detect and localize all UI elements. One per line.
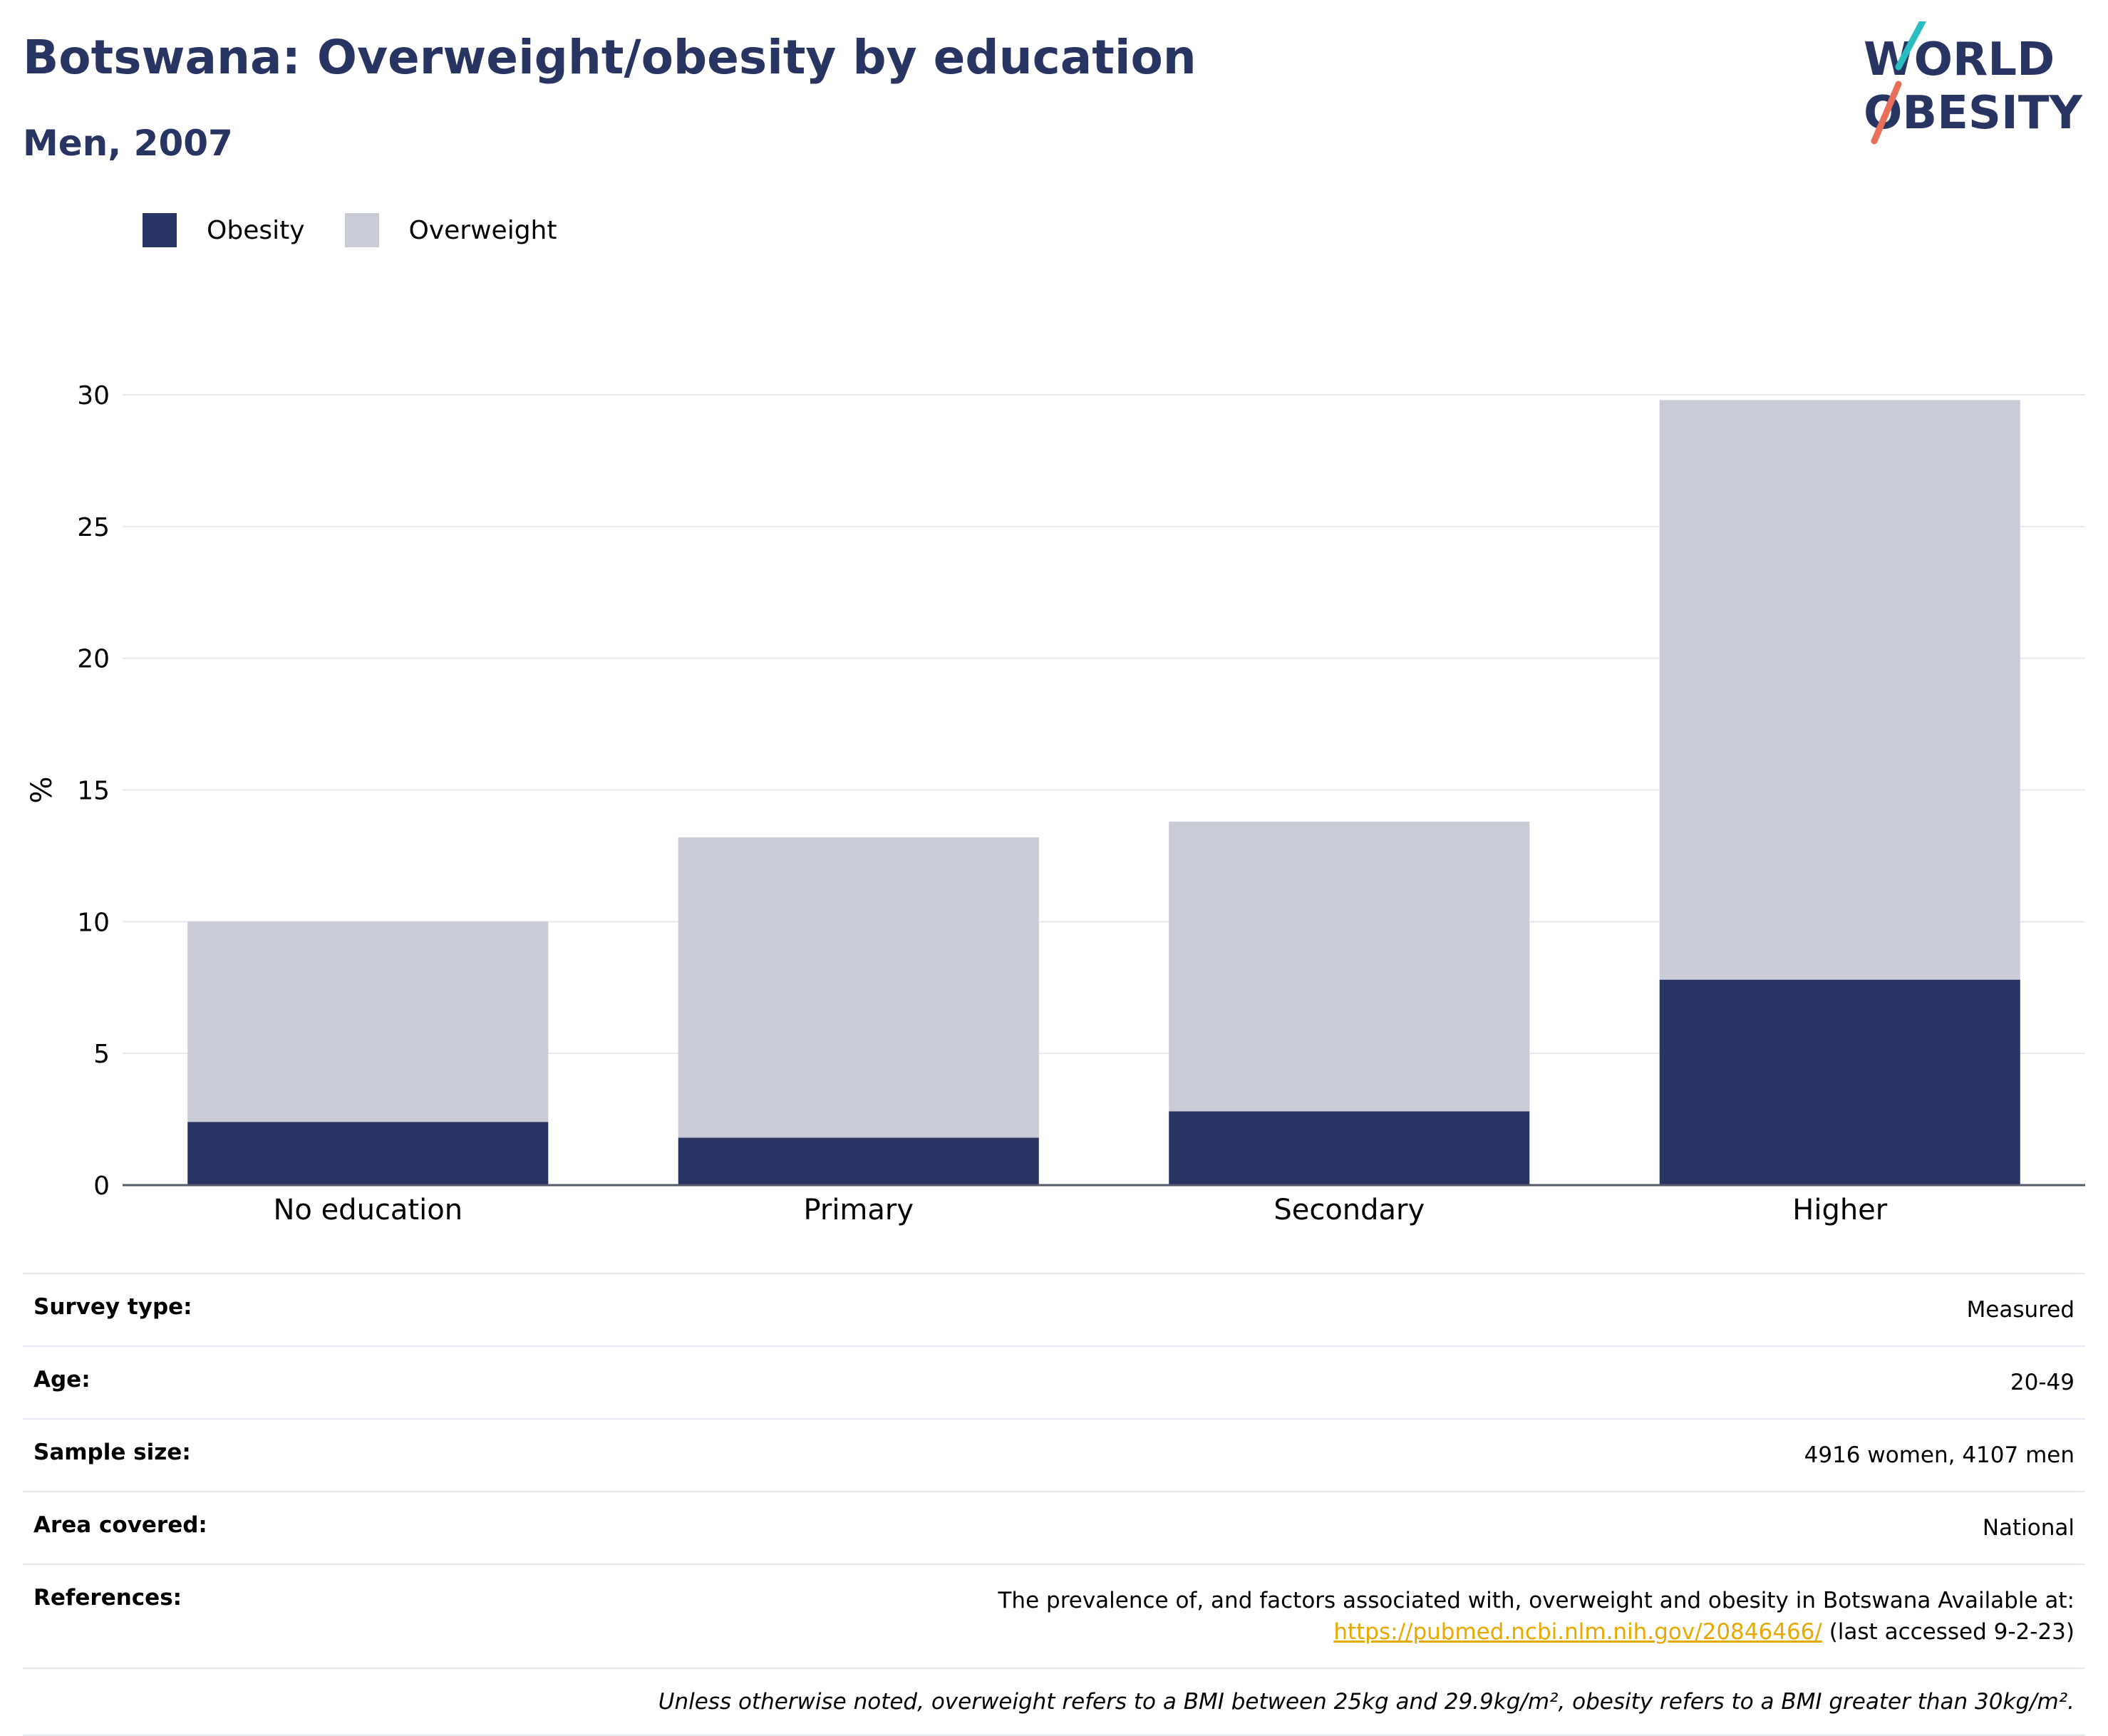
reference-text: The prevalence of, and factors associate… — [998, 1588, 2075, 1613]
y-tick-label: 25 — [77, 513, 110, 542]
y-tick-label: 15 — [77, 777, 110, 806]
y-tick-label: 10 — [77, 908, 110, 937]
legend-label-overweight: Overweight — [408, 215, 557, 245]
bar-obesity-secondary[interactable] — [1169, 1111, 1530, 1185]
info-value: 20-49 — [2010, 1370, 2075, 1395]
info-key: Survey type: — [33, 1294, 192, 1320]
bar-obesity-higher[interactable] — [1659, 979, 2020, 1185]
bar-obesity-no-education[interactable] — [187, 1122, 549, 1185]
bar-overweight-no-education[interactable] — [187, 921, 549, 1122]
world-obesity-logo: WORLD OBESITY — [1864, 21, 2082, 145]
y-tick-label: 20 — [77, 645, 110, 674]
info-key: Area covered: — [33, 1512, 207, 1538]
x-category-label: Primary — [803, 1194, 914, 1226]
info-key: Age: — [33, 1367, 91, 1393]
chart-legend: Obesity Overweight — [143, 212, 596, 248]
y-tick-label: 5 — [93, 1040, 110, 1069]
bar-overweight-higher[interactable] — [1659, 400, 2020, 980]
y-tick-label: 0 — [93, 1172, 110, 1201]
legend-item-overweight[interactable]: Overweight — [344, 213, 557, 247]
info-key: Sample size: — [33, 1440, 191, 1465]
legend-swatch-obesity — [143, 213, 177, 247]
logo-accent-teal — [1895, 21, 1926, 71]
x-category-label: No education — [273, 1194, 463, 1226]
bar-overweight-secondary[interactable] — [1169, 821, 1530, 1112]
x-category-label: Secondary — [1273, 1194, 1425, 1226]
y-tick-label: 30 — [77, 381, 110, 410]
chart-title: Botswana: Overweight/obesity by educatio… — [23, 30, 1197, 85]
logo-accent-coral — [1871, 81, 1902, 145]
info-row-sample-size: Sample size: 4916 women, 4107 men — [23, 1418, 2085, 1491]
survey-info-table: Survey type: Measured Age: 20-49 Sample … — [23, 1273, 2085, 1736]
info-value: National — [1982, 1515, 2075, 1541]
y-axis-title: % — [26, 776, 58, 803]
logo-line-2: OBESITY — [1864, 87, 2082, 140]
stacked-bar-chart: 0 5 10 15 20 25 30 No education Primary Secondary… — [26, 381, 2085, 1226]
x-category-label: Higher — [1792, 1194, 1888, 1226]
info-row-references: References: The prevalence of, and facto… — [23, 1564, 2085, 1668]
info-row-age: Age: 20-49 — [23, 1345, 2085, 1418]
info-value: 4916 women, 4107 men — [1804, 1442, 2075, 1468]
reference-accessed: (last accessed 9-2-23) — [1829, 1619, 2075, 1645]
info-row-survey-type: Survey type: Measured — [23, 1273, 2085, 1345]
reference-link[interactable]: https://pubmed.ncbi.nlm.nih.gov/20846466… — [1333, 1619, 1822, 1645]
legend-item-obesity[interactable]: Obesity — [143, 213, 305, 247]
logo-line-1: WORLD — [1864, 33, 2055, 86]
legend-swatch-overweight — [344, 213, 379, 247]
references-value: The prevalence of, and factors associate… — [998, 1585, 2075, 1648]
bmi-footnote: Unless otherwise noted, overweight refer… — [23, 1668, 2085, 1736]
legend-label-obesity: Obesity — [207, 215, 305, 245]
bar-obesity-primary[interactable] — [678, 1137, 1039, 1185]
bar-overweight-primary[interactable] — [678, 837, 1039, 1138]
axes: 0 5 10 15 20 25 30 No education Primary Secondary… — [26, 381, 2085, 1226]
info-row-area-covered: Area covered: National — [23, 1491, 2085, 1564]
chart-subtitle: Men, 2007 — [23, 123, 233, 164]
bars — [187, 400, 2020, 1185]
info-key: References: — [33, 1585, 182, 1611]
info-value: Measured — [1966, 1297, 2075, 1323]
